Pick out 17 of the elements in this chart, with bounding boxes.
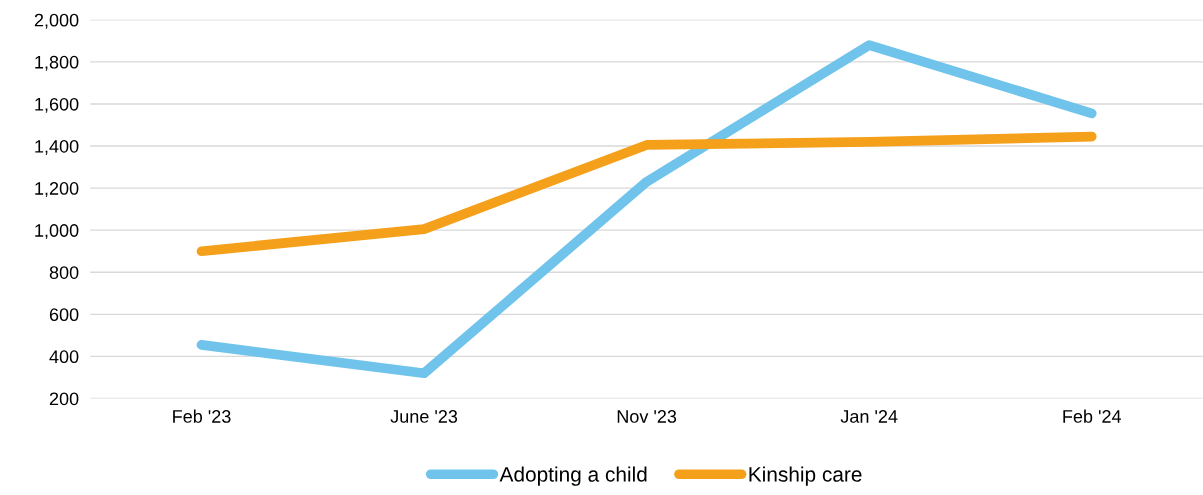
x-tick-label: Jan '24 [840,410,898,423]
y-tick-label: 600 [49,308,79,322]
y-tick-label: 1,400 [35,139,79,155]
y-tick-label: 2,000 [34,13,79,29]
x-tick-label: Nov '23 [617,410,677,423]
y-tick-label: 200 [49,392,79,406]
y-tick-label: 1,600 [35,97,79,113]
y-tick-label: 1,800 [35,55,79,71]
y-tick-label: 1,000 [35,224,79,240]
y-tick-label: 400 [49,350,79,364]
y-tick-label: 800 [49,266,79,279]
x-tick-label: Feb '24 [1063,409,1122,423]
y-tick-label: 1,200 [35,182,79,197]
x-tick-label: June '23 [390,410,458,423]
legend-label: Adopting a child [499,466,647,486]
legend-label: Kinship care [749,466,862,486]
x-tick-label: Feb '23 [173,409,231,423]
